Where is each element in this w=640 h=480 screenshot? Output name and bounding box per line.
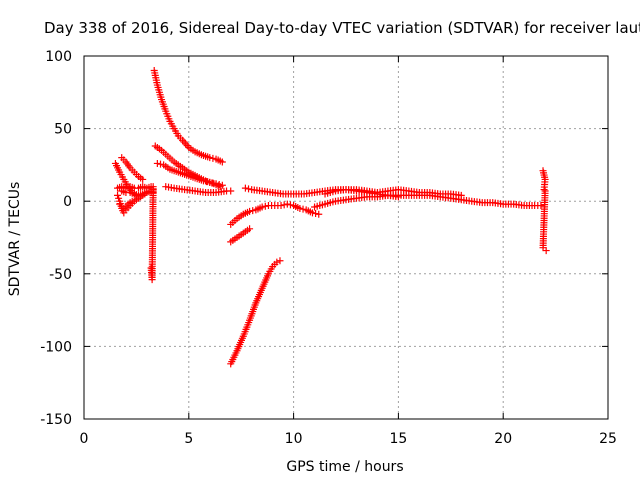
data-point-marker (542, 247, 550, 255)
x-tick-label: 5 (184, 431, 193, 447)
data-point-marker (277, 202, 285, 210)
y-tick-label: -50 (49, 267, 72, 283)
data-point-marker (308, 209, 316, 217)
data-point-marker (296, 204, 304, 212)
x-tick-label: 10 (285, 431, 303, 447)
data-point-marker (128, 197, 136, 205)
data-point-marker (246, 225, 254, 233)
data-point-marker (227, 187, 235, 195)
data-point-marker (246, 207, 254, 215)
data-point-marker (312, 210, 320, 218)
y-tick-label: 100 (45, 49, 72, 65)
x-tick-label: 15 (389, 431, 407, 447)
x-axis-label: GPS time / hours (286, 459, 403, 475)
y-axis-label: SDTVAR / TECUs (7, 182, 23, 297)
data-point-marker (218, 158, 226, 166)
data-point-marker (199, 177, 207, 185)
data-point-marker (276, 257, 284, 265)
data-point-marker (182, 140, 190, 148)
y-tick-label: -100 (40, 339, 72, 355)
plot-frame (83, 55, 609, 420)
data-point-marker (261, 202, 269, 210)
data-point-marker (206, 154, 214, 162)
data-point-marker (153, 159, 161, 167)
x-tick-label: 25 (599, 431, 617, 447)
axis-ticks: 0 5 10 15 20 25 -150 -100 -50 0 50 100 (40, 49, 617, 447)
y-tick-label: -150 (40, 412, 72, 428)
data-point-marker (280, 201, 288, 209)
data-point-marker (209, 179, 217, 187)
data-point-marker (540, 186, 548, 194)
data-point-marker (249, 207, 257, 215)
data-point-marker (206, 178, 214, 186)
x-tick-label: 0 (80, 431, 89, 447)
x-tick-label: 20 (494, 431, 512, 447)
data-points (111, 67, 550, 368)
y-tick-label: 50 (54, 122, 72, 138)
data-point-marker (212, 180, 220, 188)
chart-title: Day 338 of 2016, Sidereal Day-to-day VTE… (44, 19, 640, 37)
data-point-marker (180, 138, 188, 146)
data-point-marker (215, 181, 223, 189)
data-point-marker (157, 160, 165, 168)
data-point-marker (286, 201, 294, 209)
data-point-marker (283, 200, 291, 208)
data-point-marker (315, 210, 323, 218)
data-point-marker (149, 188, 157, 196)
y-tick-label: 0 (63, 194, 72, 210)
data-point-marker (258, 203, 266, 211)
data-point-marker (209, 154, 217, 162)
data-point-marker (457, 191, 465, 199)
data-point-marker (203, 178, 211, 186)
data-point-marker (273, 258, 281, 266)
data-point-marker (183, 142, 191, 150)
data-point-marker (139, 175, 147, 183)
data-point-marker (245, 185, 253, 193)
data-point-marker (241, 184, 249, 192)
data-point-marker (218, 181, 226, 189)
grid (84, 56, 608, 419)
data-point-marker (537, 202, 545, 210)
data-point-marker (299, 205, 307, 213)
